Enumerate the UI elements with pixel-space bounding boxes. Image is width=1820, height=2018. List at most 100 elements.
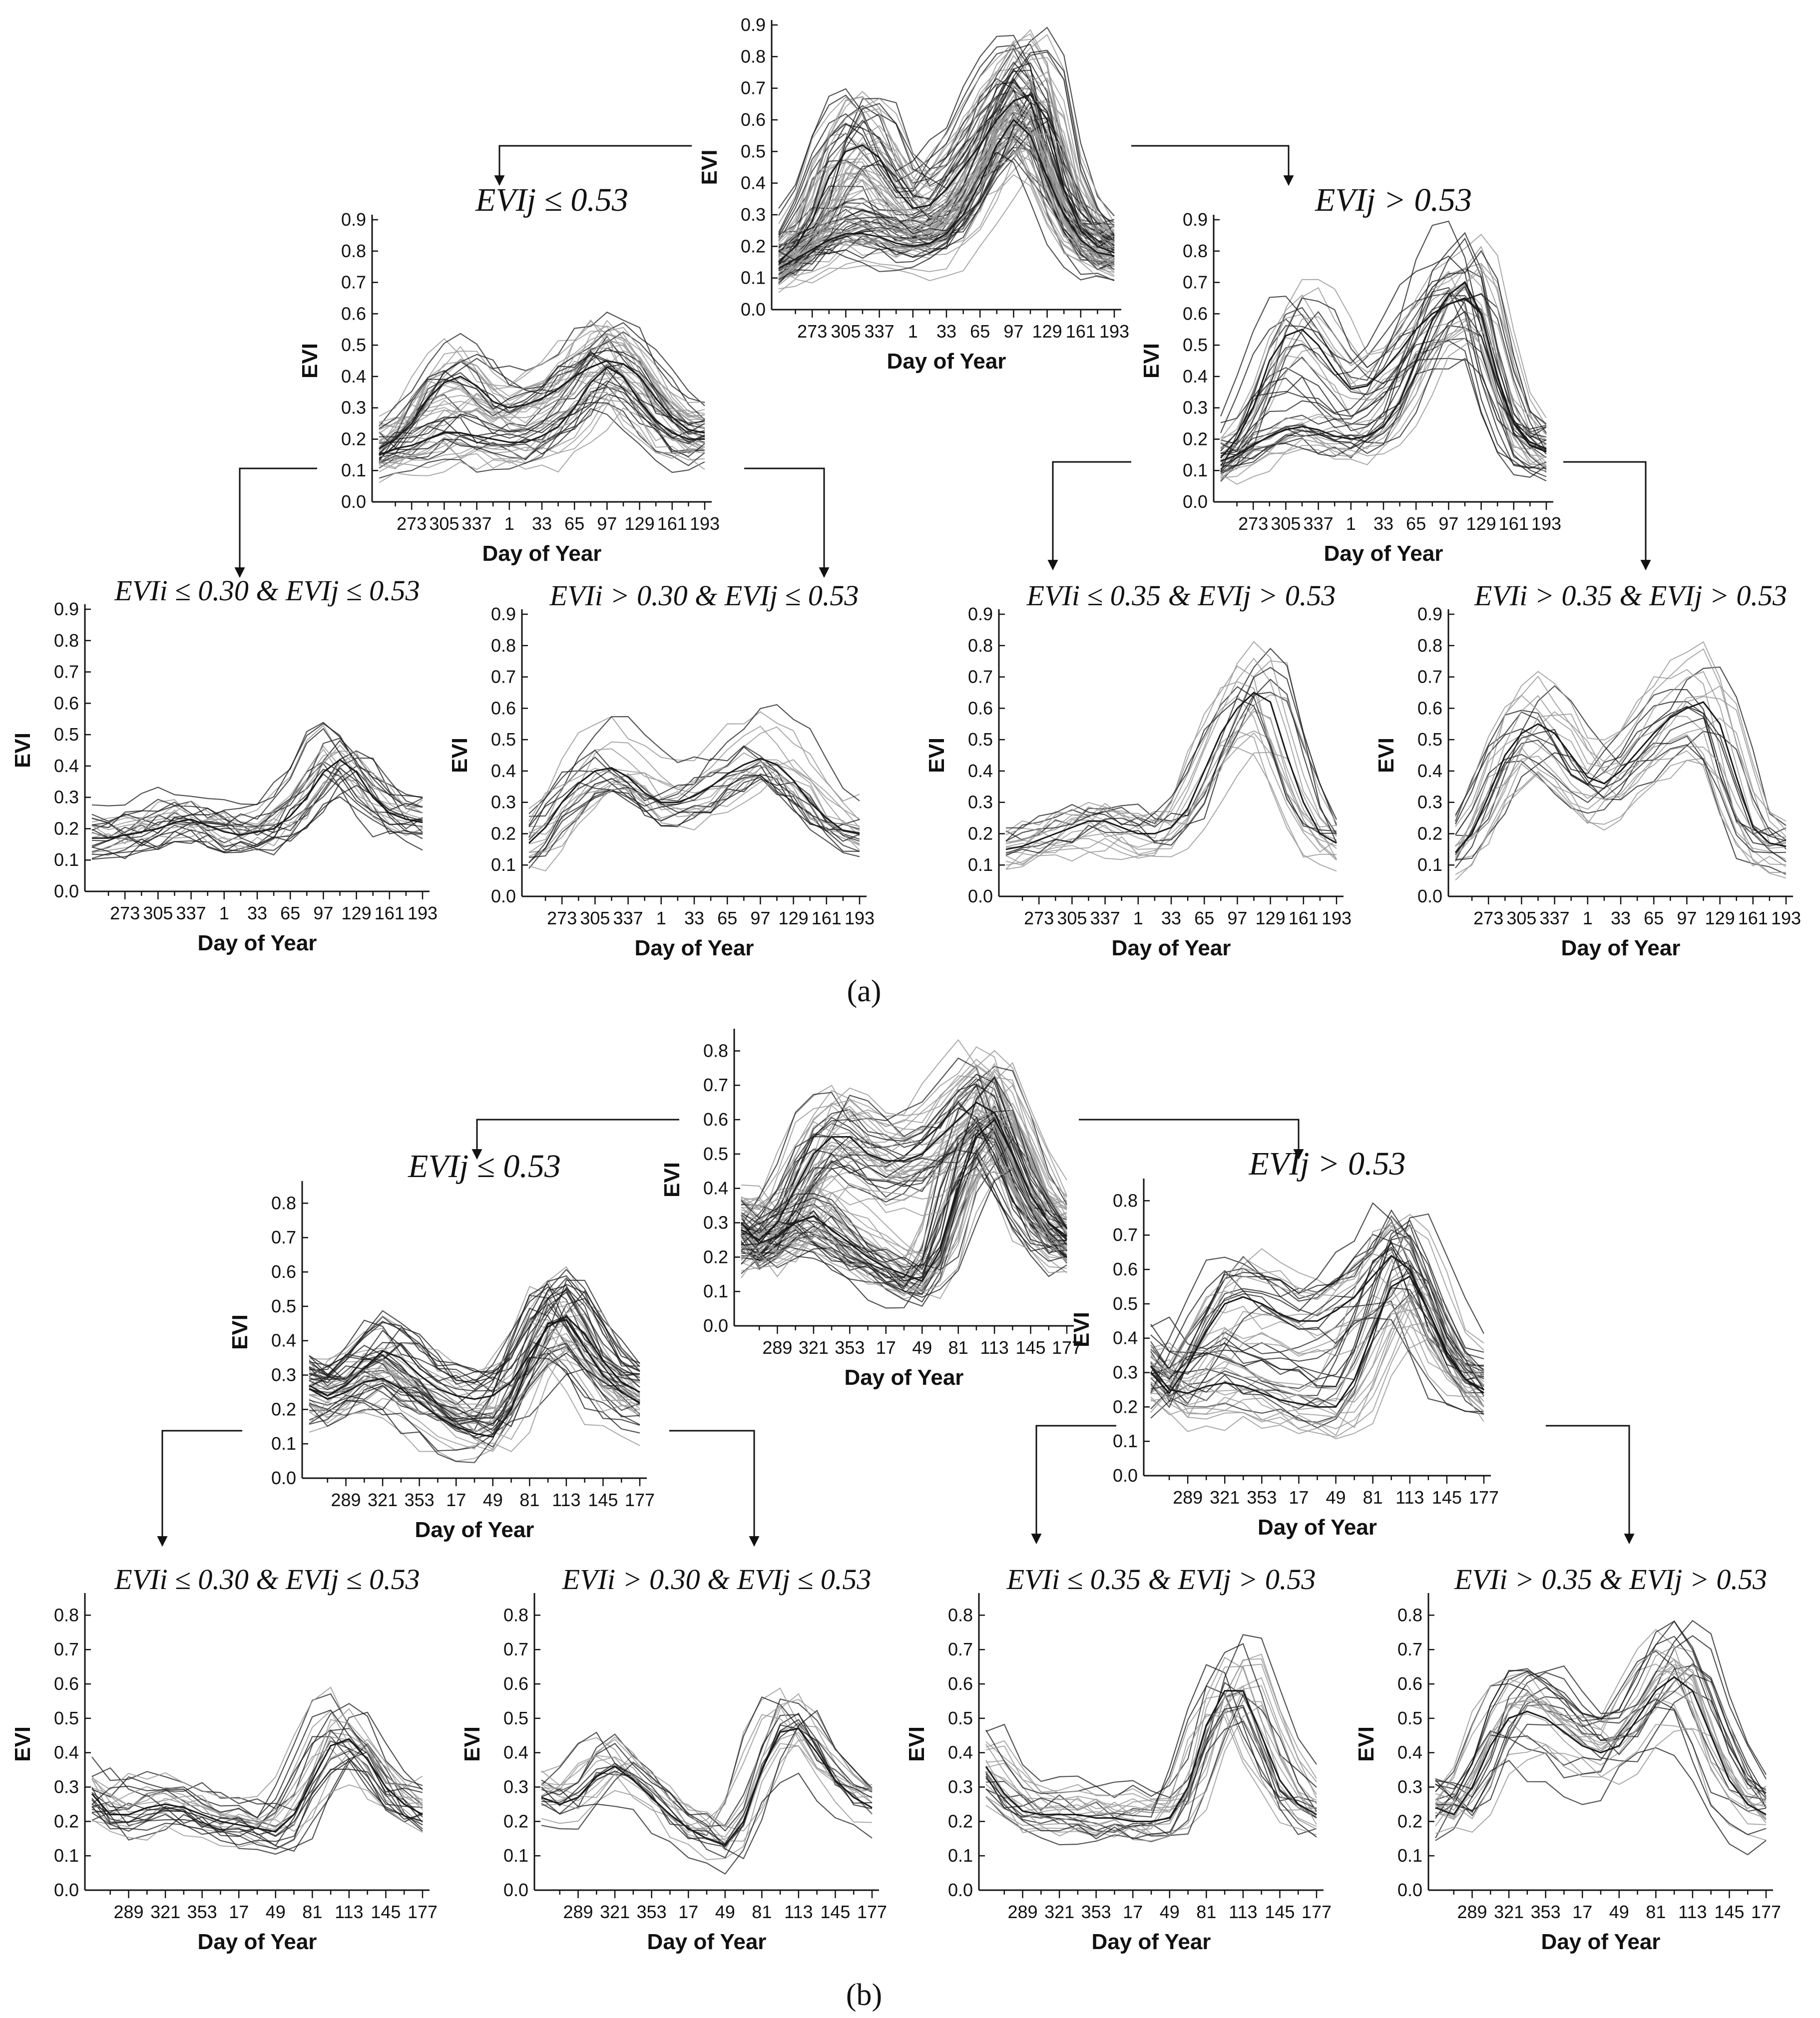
evi-profile-line	[528, 711, 860, 809]
x-tick-label: 305	[1506, 908, 1536, 928]
evi-profile-line	[309, 1313, 640, 1440]
y-axis-label: EVI	[697, 150, 722, 185]
evi-profile-line	[985, 1704, 1317, 1840]
evi-profile-line	[778, 78, 1115, 249]
x-tick-label: 1	[1583, 908, 1593, 928]
y-tick-label: 0.4	[1417, 761, 1442, 781]
evi-profile-line	[778, 148, 1115, 280]
chart-a-ll: 0.0 0.1 0.2 0.3 0.4 0.5 0.6 0.7 0.8 0.9 273 305 337 1…	[10, 574, 438, 955]
x-tick-label: 289	[762, 1337, 792, 1358]
evi-profile-line	[1150, 1263, 1484, 1390]
evi-profile-line	[379, 320, 705, 423]
evi-profile-line	[778, 109, 1115, 256]
evi-profile-line	[541, 1745, 873, 1861]
x-tick-label: 49	[1326, 1487, 1346, 1508]
x-tick-label: 177	[857, 1902, 887, 1922]
evi-profile-line	[91, 1719, 423, 1833]
evi-profile-line	[309, 1352, 640, 1425]
evi-profile-line	[309, 1311, 640, 1397]
x-tick-label: 97	[597, 513, 617, 534]
evi-profile-line	[91, 1748, 423, 1831]
evi-profile-line	[1150, 1224, 1484, 1380]
x-tick-label: 305	[580, 908, 610, 928]
evi-profile-line	[309, 1291, 640, 1427]
y-axis-label: EVI	[660, 1162, 684, 1198]
y-tick-label: 0.6	[54, 693, 79, 713]
evi-profile-line	[778, 121, 1115, 280]
y-tick-label: 0.2	[503, 1811, 528, 1831]
x-tick-label: 145	[1016, 1337, 1046, 1358]
evi-profile-line	[309, 1365, 640, 1462]
tree-arrow	[1031, 1425, 1116, 1545]
y-tick-label: 0.6	[968, 698, 993, 718]
y-tick-label: 0.1	[341, 460, 366, 480]
y-tick-label: 0.7	[503, 1639, 528, 1659]
y-axis-label: EVI	[1374, 738, 1398, 773]
chart-title: EVIi ≤ 0.30 & EVIj ≤ 0.53	[114, 574, 420, 607]
evi-profile-line	[528, 726, 860, 834]
evi-profile-line	[1005, 708, 1337, 853]
evi-profile-line	[1435, 1690, 1767, 1819]
y-tick-label: 0.2	[1113, 1396, 1138, 1417]
x-tick-label: 193	[845, 908, 875, 928]
x-tick-label: 81	[1196, 1902, 1216, 1922]
evi-profile-line	[379, 350, 705, 449]
evi-profile-line	[379, 324, 705, 417]
x-tick-label: 97	[1677, 908, 1697, 928]
y-tick-label: 0.6	[1397, 1673, 1422, 1694]
profile-lines	[541, 1687, 873, 1875]
x-tick-label: 97	[1227, 908, 1247, 928]
x-tick-label: 65	[1194, 908, 1214, 928]
chart-b-ll: 0.0 0.1 0.2 0.3 0.4 0.5 0.6 0.7 0.8 289 321 353 17 49…	[10, 1563, 438, 1954]
evi-profile-line	[541, 1698, 873, 1828]
y-tick-label: 0.1	[54, 1845, 79, 1866]
x-tick-label: 193	[408, 903, 438, 923]
y-tick-label: 0.2	[491, 823, 516, 843]
x-tick-label: 305	[1057, 908, 1087, 928]
x-tick-label: 17	[446, 1490, 466, 1510]
y-tick-label: 0.3	[1113, 1362, 1138, 1383]
x-tick-label: 17	[1123, 1902, 1143, 1922]
y-tick-label: 0.3	[703, 1212, 728, 1233]
y-tick-label: 0.3	[271, 1365, 296, 1385]
x-tick-label: 337	[1540, 908, 1570, 928]
y-tick-label: 0.5	[948, 1708, 973, 1728]
profile-lines	[740, 1039, 1068, 1309]
evi-profile-line	[1455, 715, 1787, 860]
evi-profile-line	[91, 769, 423, 838]
y-tick-label: 0.0	[948, 1880, 973, 1900]
evi-profile-line	[1150, 1253, 1484, 1395]
evi-profile-line	[541, 1731, 873, 1846]
evi-profile-line	[528, 759, 860, 828]
chart-title: EVIj > 0.53	[1315, 182, 1472, 218]
y-tick-label: 0.7	[948, 1639, 973, 1659]
x-tick-label: 33	[1373, 513, 1393, 534]
evi-profile-line	[1150, 1287, 1484, 1409]
evi-profile-line	[778, 34, 1115, 225]
x-axis-label: Day of Year	[1561, 936, 1681, 960]
y-tick-label: 0.0	[1183, 491, 1208, 512]
y-tick-label: 0.7	[491, 667, 516, 687]
y-tick-label: 0.0	[968, 886, 993, 906]
evi-profile-line	[91, 1731, 423, 1824]
y-tick-label: 0.3	[1397, 1777, 1422, 1797]
series-mean	[1435, 1676, 1767, 1816]
evi-profile-line	[528, 762, 860, 857]
evi-profile-line	[309, 1275, 640, 1381]
evi-profile-line	[379, 393, 705, 459]
y-tick-label: 0.4	[948, 1742, 973, 1763]
x-tick-label: 33	[936, 321, 956, 342]
y-tick-label: 0.6	[948, 1673, 973, 1694]
evi-profile-line	[778, 29, 1115, 240]
evi-profile-line	[1455, 671, 1787, 853]
evi-profile-line	[1435, 1646, 1767, 1797]
x-tick-label: 33	[1611, 908, 1631, 928]
x-tick-label: 273	[1238, 513, 1268, 534]
x-tick-label: 177	[1469, 1487, 1499, 1508]
x-tick-label: 129	[342, 903, 372, 923]
evi-profile-line	[1150, 1242, 1484, 1381]
x-tick-label: 161	[812, 908, 842, 928]
x-tick-label: 193	[1771, 908, 1801, 928]
evi-profile-line	[1435, 1635, 1767, 1798]
evi-profile-line	[741, 1109, 1067, 1252]
